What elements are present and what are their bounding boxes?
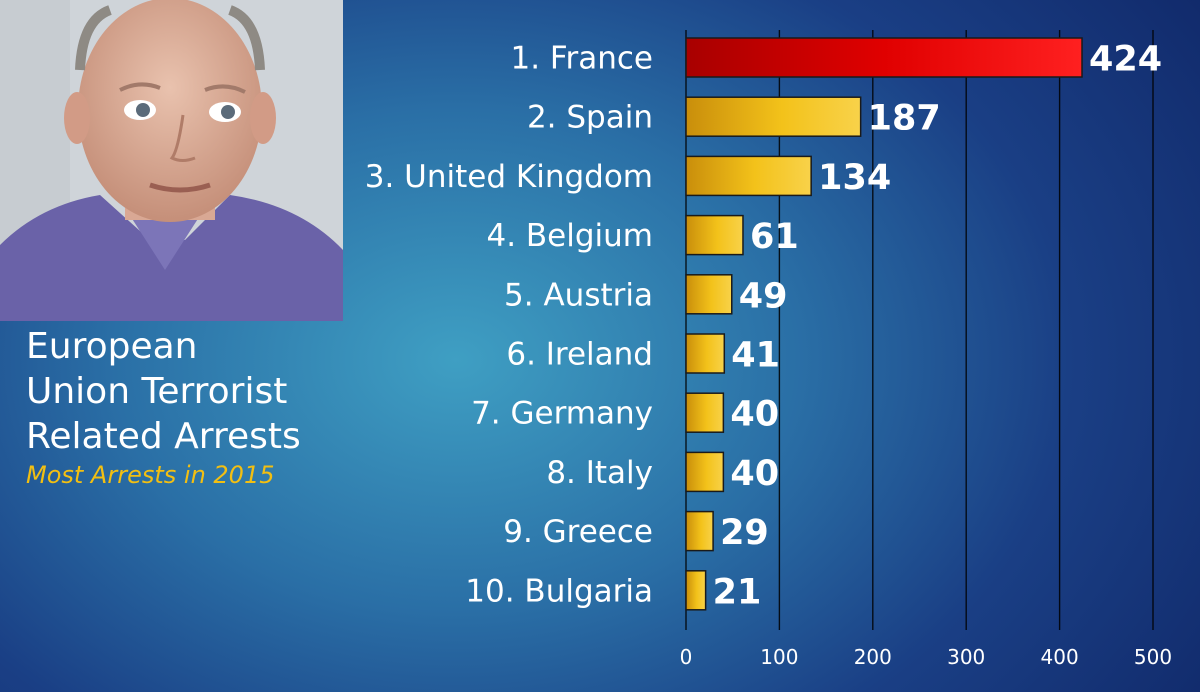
category-label: 9. Greece	[503, 514, 653, 550]
x-tick-label: 300	[947, 645, 985, 669]
value-label: 424	[1089, 40, 1162, 80]
value-label: 61	[750, 217, 799, 257]
x-axis-ticks: 0 100 200 300 400 500	[680, 645, 1172, 669]
category-label: 4. Belgium	[486, 218, 653, 254]
bar	[685, 392, 725, 433]
bar	[685, 155, 812, 197]
x-tick-label: 500	[1134, 645, 1172, 669]
bars	[685, 37, 1083, 611]
bar	[685, 451, 725, 493]
value-label: 49	[739, 276, 788, 316]
value-label: 40	[730, 454, 779, 494]
title-line-1: European	[26, 326, 198, 367]
title-line-3: Related Arrests	[26, 416, 301, 457]
presenter-portrait	[0, 0, 343, 321]
value-label: 134	[818, 158, 891, 198]
bar	[685, 274, 733, 315]
category-label: 7. Germany	[471, 396, 653, 432]
value-label: 40	[730, 395, 779, 435]
category-label: 2. Spain	[527, 100, 653, 136]
x-tick-label: 0	[680, 645, 693, 669]
category-label: 6. Ireland	[506, 337, 653, 373]
x-tick-label: 400	[1041, 645, 1079, 669]
title-line-2: Union Terrorist	[26, 371, 288, 412]
category-label: 1. France	[510, 41, 653, 77]
value-label: 21	[713, 572, 762, 612]
x-tick-label: 200	[854, 645, 892, 669]
x-tick-label: 100	[760, 645, 798, 669]
category-label: 3. United Kingdom	[365, 159, 653, 195]
category-label: 8. Italy	[546, 455, 653, 491]
bar	[685, 214, 744, 256]
value-label: 41	[731, 336, 780, 376]
subtitle: Most Arrests in 2015	[26, 461, 275, 489]
bar	[685, 96, 862, 137]
bar	[685, 570, 707, 611]
title-block: European Union Terrorist Related Arrests…	[26, 324, 301, 491]
category-label: 5. Austria	[504, 277, 653, 313]
bar	[685, 333, 726, 374]
value-labels: 424 187 134 61 49 41 40 40 29 21	[713, 40, 1162, 613]
bar	[685, 510, 714, 552]
value-label: 187	[868, 99, 941, 139]
category-labels: 1. France 2. Spain 3. United Kingdom 4. Bel…	[365, 41, 653, 610]
bar	[685, 37, 1083, 78]
value-label: 29	[720, 513, 769, 553]
presenter-video	[0, 0, 343, 321]
category-label: 10. Bulgaria	[465, 573, 653, 609]
